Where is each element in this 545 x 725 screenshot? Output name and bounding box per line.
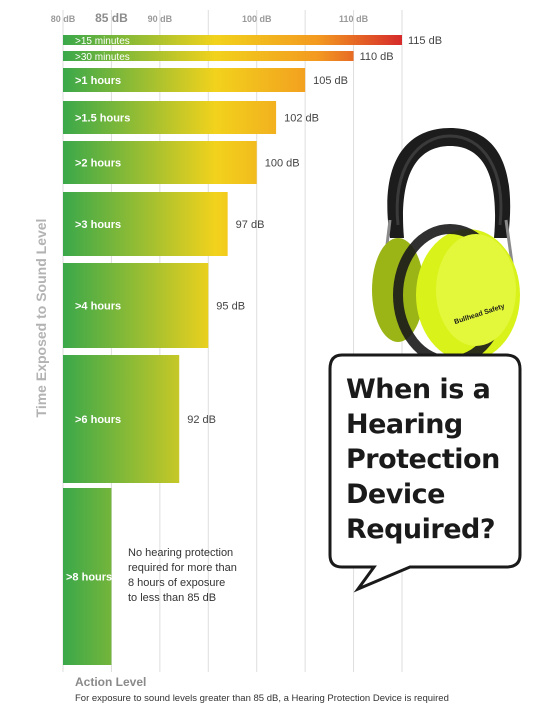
- x-tick-label: 100 dB: [242, 14, 272, 24]
- bar-label: >8 hours: [66, 572, 112, 584]
- value-label: 100 dB: [265, 158, 300, 170]
- x-tick-label: 85 dB: [95, 11, 128, 25]
- bubble-question: When is a Hearing Protection Device Required…: [346, 372, 516, 547]
- annotation: No hearing protection required for more t…: [128, 547, 237, 604]
- footnote: For exposure to sound levels greater tha…: [75, 693, 449, 704]
- bar-label: >1 hours: [75, 75, 121, 87]
- bar-label: >1.5 hours: [75, 113, 130, 125]
- bubble-line: Hearing: [346, 409, 463, 440]
- bar: [63, 355, 180, 483]
- bar-label: >2 hours: [75, 158, 121, 170]
- bar-label: >30 minutes: [75, 52, 130, 63]
- bar: [63, 192, 228, 256]
- value-label: 97 dB: [236, 219, 265, 231]
- x-tick-label: 80 dB: [51, 14, 76, 24]
- bubble-line: Required?: [346, 514, 496, 545]
- bubble-line: When is a: [346, 374, 491, 405]
- earmuffs-image: Bullhead Safety: [372, 128, 520, 366]
- bar: [63, 263, 209, 348]
- bar-label: >3 hours: [75, 219, 121, 231]
- bubble-line: Device: [346, 479, 445, 510]
- headband: [387, 128, 511, 238]
- bubble-line: Protection: [346, 444, 500, 475]
- value-label: 92 dB: [187, 414, 216, 426]
- value-label: 95 dB: [216, 301, 245, 313]
- bar-label: >4 hours: [75, 301, 121, 313]
- x-axis-label: Action Level: [75, 675, 146, 689]
- speech-bubble: [328, 353, 522, 593]
- bar-label: >15 minutes: [75, 36, 130, 47]
- y-axis-label: Time Exposed to Sound Level: [33, 219, 49, 418]
- bar: [63, 68, 306, 92]
- bar: [63, 101, 277, 134]
- value-label: 105 dB: [313, 75, 348, 87]
- bar: [63, 141, 257, 184]
- value-label: 102 dB: [284, 113, 319, 125]
- x-tick-label: 90 dB: [148, 14, 173, 24]
- bar: [63, 488, 112, 665]
- x-tick-label: 110 dB: [339, 14, 369, 24]
- bar-label: >6 hours: [75, 414, 121, 426]
- value-label: 115 dB: [408, 35, 442, 47]
- bar: [63, 35, 402, 45]
- bar: [63, 51, 354, 61]
- value-label: 110 dB: [360, 51, 394, 63]
